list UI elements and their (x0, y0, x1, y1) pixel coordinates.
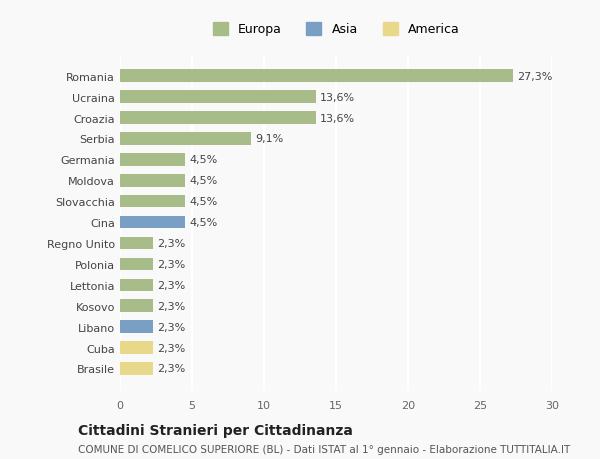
Bar (120, 321, 153, 333)
Legend: Europa, Asia, America: Europa, Asia, America (208, 18, 464, 41)
Bar (120, 174, 185, 187)
Bar (120, 196, 185, 208)
Bar (120, 91, 316, 104)
Bar (120, 154, 185, 166)
Bar (120, 300, 153, 312)
Bar (120, 363, 153, 375)
Text: 9,1%: 9,1% (256, 134, 284, 144)
Text: 13,6%: 13,6% (320, 113, 355, 123)
Text: 2,3%: 2,3% (157, 280, 185, 290)
Text: 13,6%: 13,6% (320, 92, 355, 102)
Bar (120, 237, 153, 250)
Bar (120, 112, 316, 124)
Text: 2,3%: 2,3% (157, 301, 185, 311)
Text: Cittadini Stranieri per Cittadinanza: Cittadini Stranieri per Cittadinanza (78, 423, 353, 437)
Text: 2,3%: 2,3% (157, 239, 185, 248)
Text: 27,3%: 27,3% (517, 72, 553, 82)
Text: 4,5%: 4,5% (189, 176, 217, 186)
Bar (120, 279, 153, 291)
Text: 4,5%: 4,5% (189, 197, 217, 207)
Text: 4,5%: 4,5% (189, 155, 217, 165)
Text: 2,3%: 2,3% (157, 322, 185, 332)
Text: 4,5%: 4,5% (189, 218, 217, 228)
Bar (120, 70, 513, 83)
Bar (120, 133, 251, 146)
Text: 2,3%: 2,3% (157, 259, 185, 269)
Text: 2,3%: 2,3% (157, 343, 185, 353)
Text: COMUNE DI COMELICO SUPERIORE (BL) - Dati ISTAT al 1° gennaio - Elaborazione TUTT: COMUNE DI COMELICO SUPERIORE (BL) - Dati… (78, 444, 570, 454)
Bar (120, 216, 185, 229)
Bar (120, 341, 153, 354)
Bar (120, 258, 153, 271)
Text: 2,3%: 2,3% (157, 364, 185, 374)
